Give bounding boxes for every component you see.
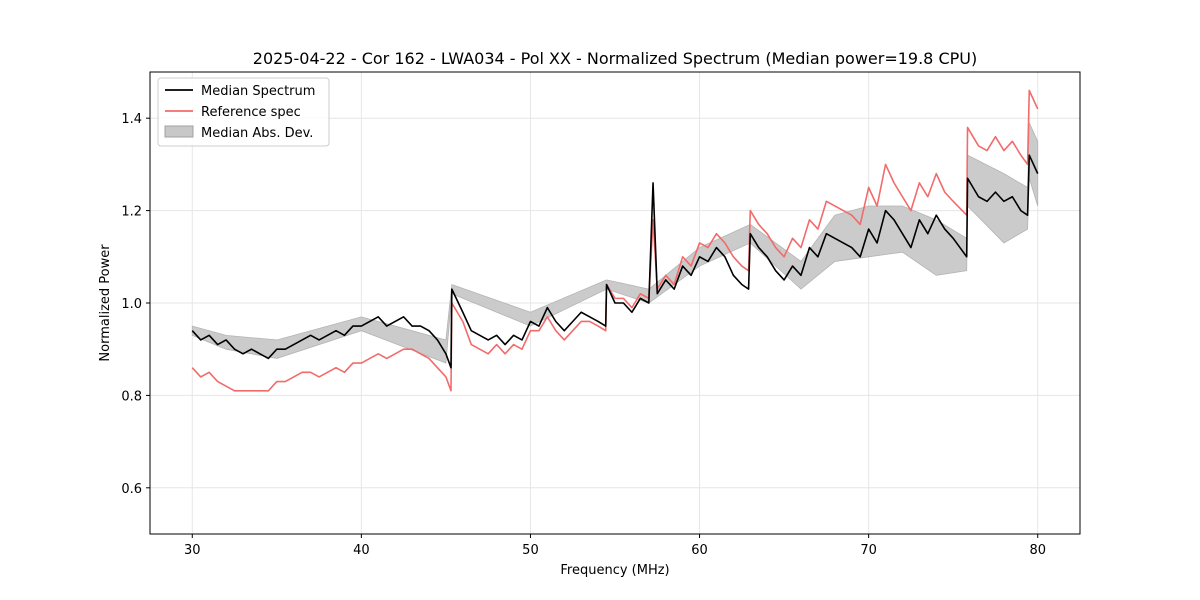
series-layer xyxy=(191,89,1039,392)
x-tick-label: 80 xyxy=(1029,543,1046,558)
legend-median-label: Median Spectrum xyxy=(201,84,315,99)
ticks: 30 40 50 60 70 80 0.6 0.8 1.0 1.2 1.4 xyxy=(121,112,1046,558)
reference-spec-line xyxy=(191,89,1039,392)
legend-reference-label: Reference spec xyxy=(201,105,301,120)
x-tick-label: 30 xyxy=(184,543,201,558)
legend-mad-swatch xyxy=(164,125,194,138)
y-tick-label: 1.4 xyxy=(121,112,142,127)
y-axis-label: Normalized Power xyxy=(98,244,113,362)
x-tick-label: 60 xyxy=(691,543,708,558)
legend-box xyxy=(157,77,330,147)
mad-band xyxy=(191,122,1039,364)
mad-band-layer xyxy=(191,122,1039,364)
median-spectrum-line xyxy=(191,154,1039,369)
y-tick-label: 1.0 xyxy=(121,297,142,312)
x-tick-label: 40 xyxy=(353,543,370,558)
y-tick-label: 0.8 xyxy=(121,389,142,404)
y-tick-label: 0.6 xyxy=(121,482,142,497)
legend-mad-label: Median Abs. Dev. xyxy=(201,126,313,141)
x-tick-label: 50 xyxy=(522,543,539,558)
y-tick-label: 1.2 xyxy=(121,205,142,220)
legend: Median Spectrum Reference spec Median Ab… xyxy=(157,77,330,147)
x-tick-label: 70 xyxy=(860,543,877,558)
chart-title: 2025-04-22 - Cor 162 - LWA034 - Pol XX -… xyxy=(253,49,977,68)
x-axis-label: Frequency (MHz) xyxy=(560,563,669,578)
